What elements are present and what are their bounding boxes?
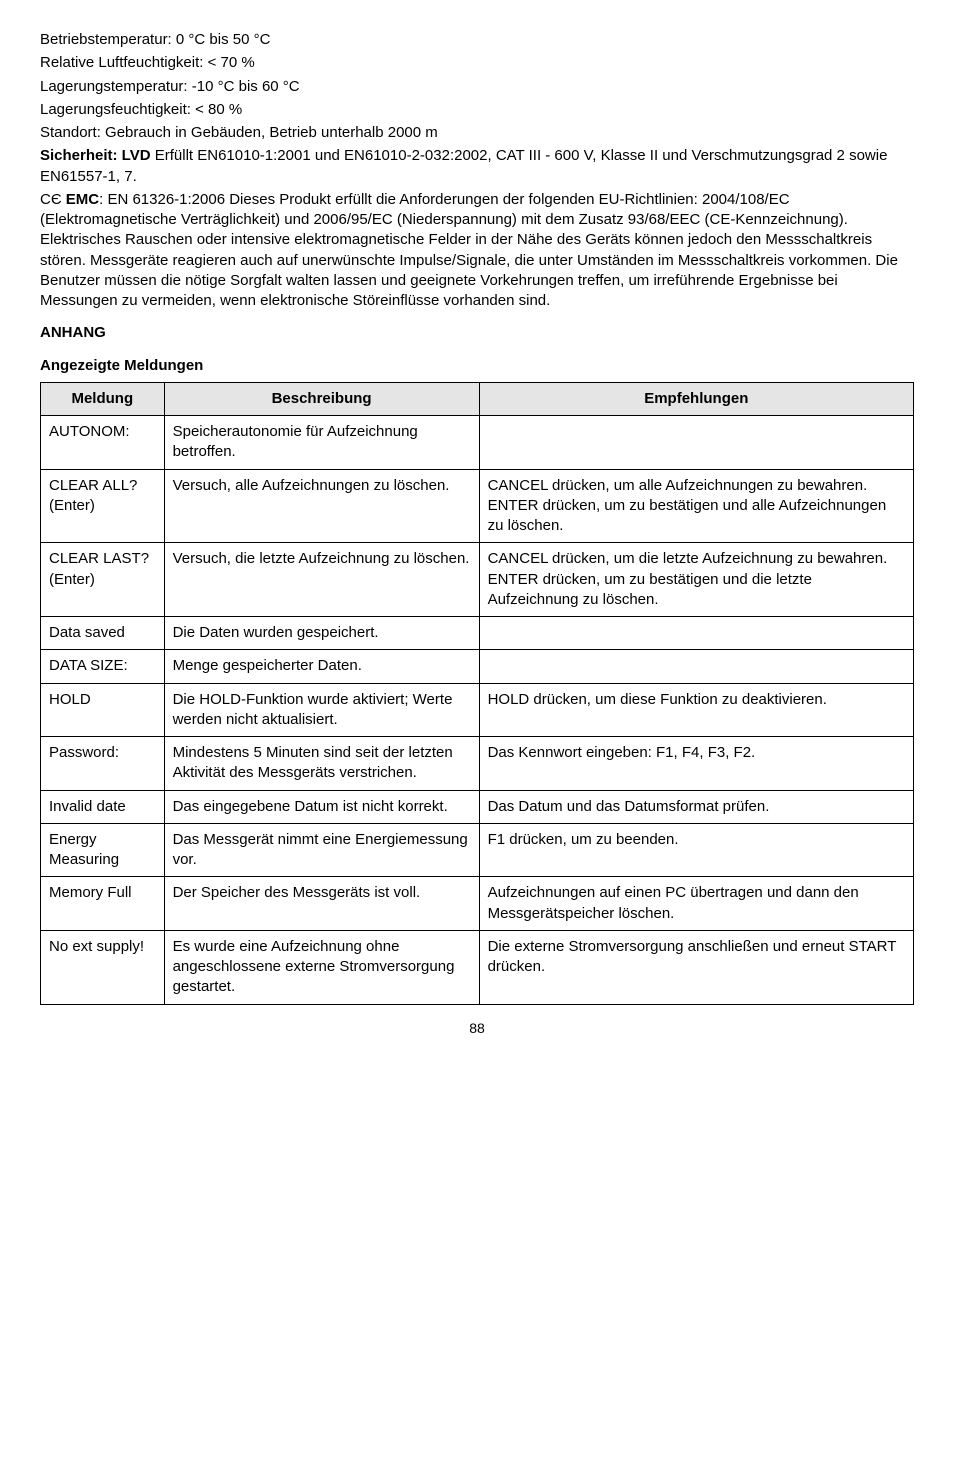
table-cell: Data saved — [41, 617, 165, 650]
table-cell: Invalid date — [41, 790, 165, 823]
table-row: AUTONOM:Speicherautonomie für Aufzeichnu… — [41, 416, 914, 470]
table-cell: Die Daten wurden gespeichert. — [164, 617, 479, 650]
emc-text: : EN 61326-1:2006 Dieses Produkt erfüllt… — [40, 191, 898, 309]
safety-paragraph: Sicherheit: LVD Erfüllt EN61010-1:2001 u… — [40, 146, 914, 187]
table-cell: CLEAR LAST? (Enter) — [41, 543, 165, 617]
spec-line: Lagerungstemperatur: -10 °C bis 60 °C — [40, 77, 914, 97]
safety-prefix: Sicherheit: LVD — [40, 147, 151, 164]
table-row: Data savedDie Daten wurden gespeichert. — [41, 617, 914, 650]
table-row: CLEAR ALL? (Enter)Versuch, alle Aufzeich… — [41, 469, 914, 543]
table-cell: HOLD — [41, 683, 165, 737]
col-header-beschreibung: Beschreibung — [164, 382, 479, 415]
table-row: CLEAR LAST? (Enter)Versuch, die letzte A… — [41, 543, 914, 617]
table-cell: Der Speicher des Messgeräts ist voll. — [164, 877, 479, 931]
heading-anhang: ANHANG — [40, 323, 914, 343]
table-cell: AUTONOM: — [41, 416, 165, 470]
col-header-empfehlungen: Empfehlungen — [479, 382, 913, 415]
table-row: Password:Mindestens 5 Minuten sind seit … — [41, 737, 914, 791]
table-cell: No ext supply! — [41, 930, 165, 1004]
table-cell — [479, 416, 913, 470]
table-cell: Aufzeichnungen auf einen PC übertragen u… — [479, 877, 913, 931]
table-row: Energy MeasuringDas Messgerät nimmt eine… — [41, 823, 914, 877]
heading-sub: Angezeigte Meldungen — [40, 356, 914, 376]
table-cell — [479, 650, 913, 683]
table-row: DATA SIZE:Menge gespeicherter Daten. — [41, 650, 914, 683]
table-cell: Versuch, alle Aufzeichnungen zu löschen. — [164, 469, 479, 543]
ce-mark-icon: CЄ — [40, 191, 66, 208]
table-cell: CANCEL drücken, um die letzte Aufzeichnu… — [479, 543, 913, 617]
table-cell: Speicherautonomie für Aufzeichnung betro… — [164, 416, 479, 470]
table-cell: Es wurde eine Aufzeichnung ohne angeschl… — [164, 930, 479, 1004]
table-cell: Das Datum und das Datumsformat prüfen. — [479, 790, 913, 823]
table-cell: HOLD drücken, um diese Funktion zu deakt… — [479, 683, 913, 737]
table-cell — [479, 617, 913, 650]
table-cell: CLEAR ALL? (Enter) — [41, 469, 165, 543]
table-cell: Das Kennwort eingeben: F1, F4, F3, F2. — [479, 737, 913, 791]
col-header-meldung: Meldung — [41, 382, 165, 415]
emc-prefix: EMC — [66, 191, 99, 208]
table-cell: Die HOLD-Funktion wurde aktiviert; Werte… — [164, 683, 479, 737]
table-cell: Memory Full — [41, 877, 165, 931]
spec-line: Relative Luftfeuchtigkeit: < 70 % — [40, 53, 914, 73]
safety-text: Erfüllt EN61010-1:2001 und EN61010-2-032… — [40, 147, 887, 184]
table-cell: Password: — [41, 737, 165, 791]
spec-line: Lagerungsfeuchtigkeit: < 80 % — [40, 100, 914, 120]
page-number: 88 — [40, 1019, 914, 1038]
table-cell: Energy Measuring — [41, 823, 165, 877]
spec-line: Betriebstemperatur: 0 °C bis 50 °C — [40, 30, 914, 50]
table-cell: Mindestens 5 Minuten sind seit der letzt… — [164, 737, 479, 791]
table-row: No ext supply!Es wurde eine Aufzeichnung… — [41, 930, 914, 1004]
messages-table: Meldung Beschreibung Empfehlungen AUTONO… — [40, 382, 914, 1005]
table-cell: Versuch, die letzte Aufzeichnung zu lösc… — [164, 543, 479, 617]
table-cell: F1 drücken, um zu beenden. — [479, 823, 913, 877]
table-cell: Das Messgerät nimmt eine Energiemessung … — [164, 823, 479, 877]
emc-paragraph: CЄ EMC: EN 61326-1:2006 Dieses Produkt e… — [40, 190, 914, 312]
table-row: Invalid dateDas eingegebene Datum ist ni… — [41, 790, 914, 823]
table-row: HOLDDie HOLD-Funktion wurde aktiviert; W… — [41, 683, 914, 737]
table-header-row: Meldung Beschreibung Empfehlungen — [41, 382, 914, 415]
table-cell: Menge gespeicherter Daten. — [164, 650, 479, 683]
table-cell: Das eingegebene Datum ist nicht korrekt. — [164, 790, 479, 823]
table-row: Memory FullDer Speicher des Messgeräts i… — [41, 877, 914, 931]
table-cell: CANCEL drücken, um alle Aufzeichnungen z… — [479, 469, 913, 543]
table-cell: DATA SIZE: — [41, 650, 165, 683]
table-cell: Die externe Stromversorgung anschließen … — [479, 930, 913, 1004]
spec-line: Standort: Gebrauch in Gebäuden, Betrieb … — [40, 123, 914, 143]
